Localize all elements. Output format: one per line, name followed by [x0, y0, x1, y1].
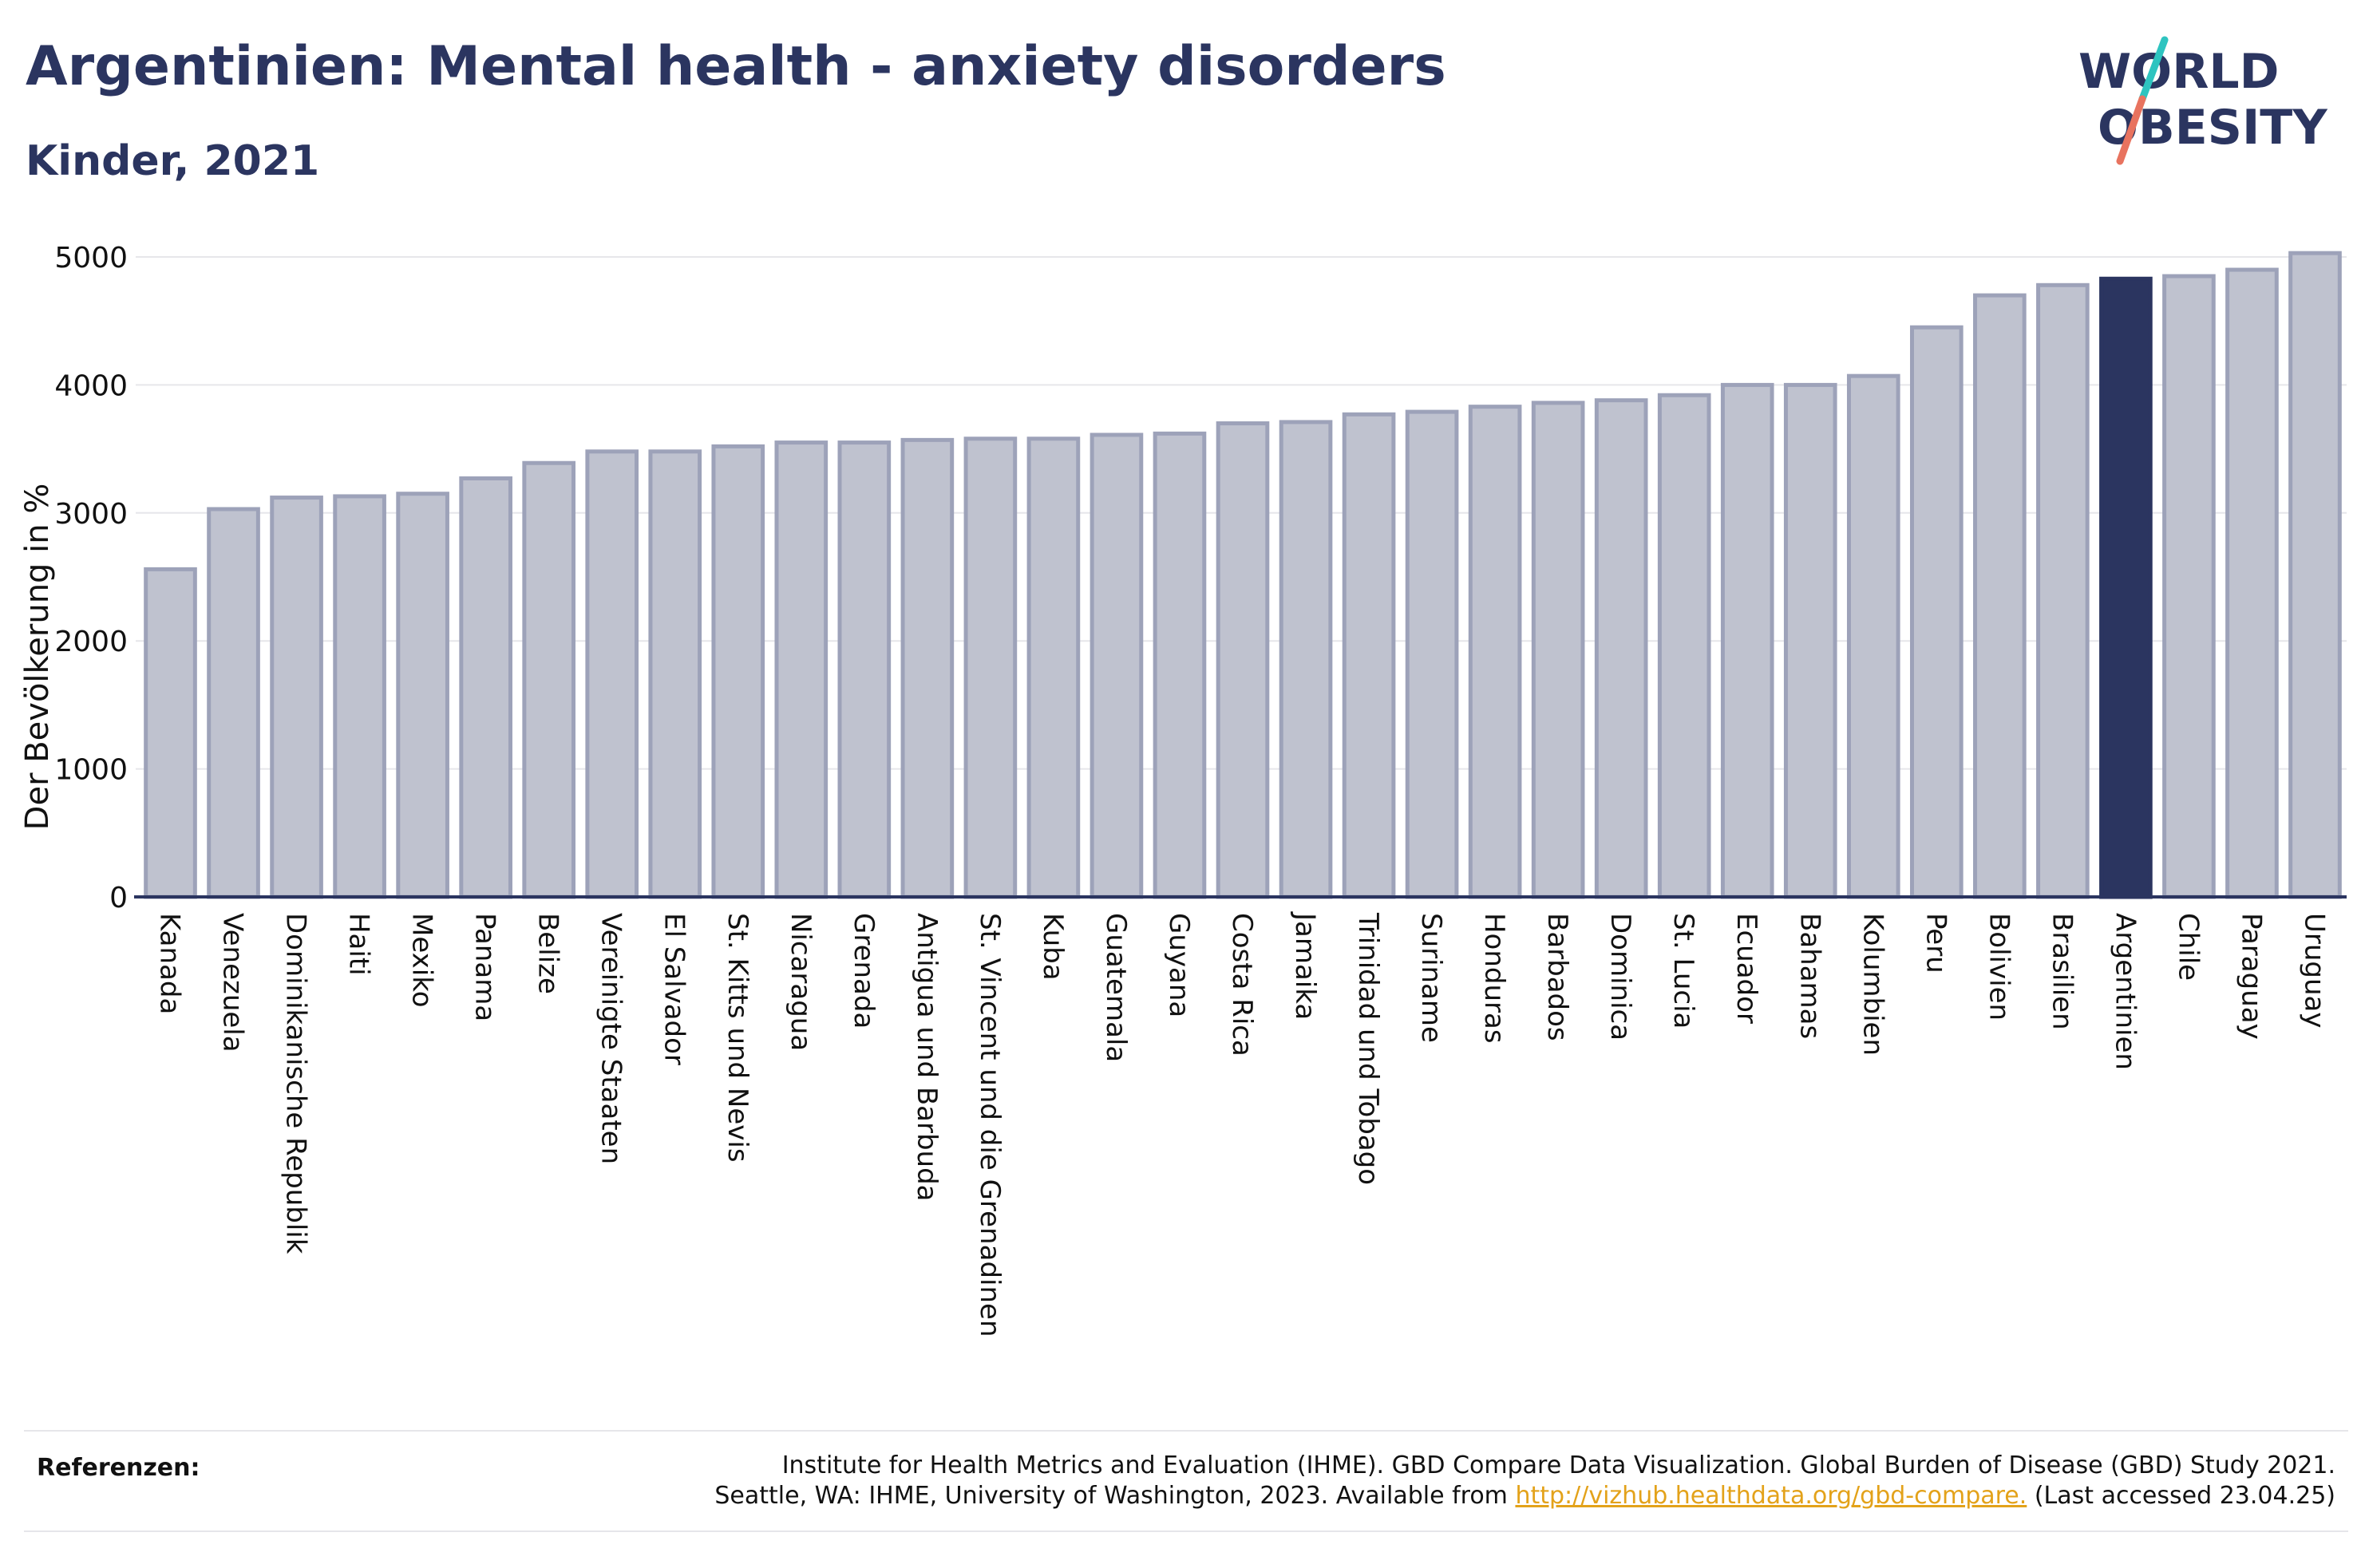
x-tick-label: Guatemala	[1100, 913, 1132, 1062]
bar	[1279, 420, 1333, 899]
x-tick-label: Haiti	[343, 913, 375, 976]
x-tick-label: Brasilien	[2046, 913, 2078, 1030]
bar	[333, 494, 386, 899]
x-tick-label: Honduras	[1478, 913, 1510, 1044]
bar	[900, 437, 955, 899]
x-tick-label: Vereinigte Staaten	[595, 913, 627, 1164]
bar	[1153, 431, 1207, 899]
chart-title: Argentinien: Mental health - anxiety dis…	[26, 35, 1446, 98]
bar	[144, 567, 197, 899]
x-tick-label: Paraguay	[2235, 913, 2267, 1040]
bar	[1846, 373, 1900, 899]
bars	[144, 251, 2342, 899]
x-tick-label: Jamaika	[1289, 911, 1321, 1020]
y-tick-label: 3000	[54, 498, 128, 531]
chart-subtitle: Kinder, 2021	[26, 137, 320, 185]
x-tick-label: Kuba	[1037, 913, 1069, 981]
y-tick-label: 5000	[54, 242, 128, 274]
bar	[837, 440, 892, 899]
bar	[270, 496, 323, 899]
bar	[2288, 251, 2342, 899]
bar	[963, 436, 1018, 899]
x-tick-label: Argentinien	[2109, 913, 2141, 1070]
bar	[1216, 421, 1270, 899]
references-line-2-suffix: (Last accessed 23.04.25)	[2027, 1482, 2335, 1510]
x-tick-label: Venezuela	[217, 913, 249, 1053]
y-tick-label: 2000	[54, 626, 128, 658]
x-tick-label: Dominikanische Republik	[280, 913, 312, 1254]
bar	[1468, 405, 1522, 899]
bar	[2225, 267, 2279, 899]
y-axis-label: Der Bevölkerung in %	[19, 484, 56, 831]
y-tick-label: 0	[109, 882, 128, 914]
references-label: Referenzen:	[37, 1454, 200, 1482]
x-tick-label: Kanada	[154, 913, 186, 1014]
x-tick-label: Uruguay	[2298, 913, 2330, 1029]
bar	[1342, 412, 1396, 899]
references-line-2: Seattle, WA: IHME, University of Washing…	[714, 1481, 2335, 1511]
logo-slash-coral	[2116, 95, 2146, 165]
bar	[1594, 398, 1648, 899]
x-tick-label: Suriname	[1415, 913, 1447, 1043]
world-obesity-logo: WORLD OBESITY	[2078, 36, 2328, 165]
x-tick-label: Bahamas	[1793, 913, 1825, 1039]
x-tick-label: Panama	[469, 913, 501, 1021]
x-tick-label: Kolumbien	[1857, 913, 1888, 1056]
x-tick-label: St. Vincent und die Grenadinen	[974, 913, 1006, 1337]
bar	[459, 476, 512, 899]
bar	[1531, 401, 1585, 899]
x-tick-label: Costa Rica	[1226, 913, 1258, 1057]
bar	[1657, 393, 1711, 899]
x-tick-label: Mexiko	[406, 913, 438, 1008]
x-tick-label: Chile	[2172, 913, 2204, 981]
references-section: Referenzen: Institute for Health Metrics…	[24, 1430, 2348, 1532]
x-tick-label: St. Kitts und Nevis	[722, 913, 753, 1163]
bar	[1973, 293, 2027, 899]
gbd-compare-link[interactable]: http://vizhub.healthdata.org/gbd-compare…	[1515, 1482, 2027, 1510]
references-line-2-prefix: Seattle, WA: IHME, University of Washing…	[714, 1482, 1516, 1510]
y-tick-label: 4000	[54, 369, 128, 402]
bar	[774, 440, 829, 899]
x-tick-label: Peru	[1920, 913, 1952, 974]
x-tick-label: Dominica	[1604, 913, 1636, 1041]
bar	[207, 507, 260, 899]
x-tick-label: Grenada	[848, 913, 880, 1029]
x-tick-label: Belize	[532, 913, 564, 994]
bar	[396, 492, 449, 899]
y-tick-labels: 0 1000 2000 3000 4000 5000	[54, 242, 128, 914]
bar	[1026, 436, 1081, 899]
x-tick-label: El Salvador	[658, 913, 690, 1065]
x-tick-label: Trinidad und Tobago	[1352, 912, 1384, 1185]
bar	[711, 444, 765, 899]
bar	[1720, 382, 1774, 899]
bar	[1090, 432, 1144, 899]
x-tick-label: Bolivien	[1983, 913, 2015, 1021]
bar-highlight	[2099, 276, 2153, 899]
x-tick-labels: Kanada Venezuela Dominikanische Republik Ha…	[154, 911, 2331, 1337]
x-tick-label: Ecuador	[1730, 913, 1762, 1024]
references-line-1: Institute for Health Metrics and Evaluat…	[781, 1451, 2335, 1479]
bar	[1909, 325, 1964, 899]
logo-text-world: WORLD	[2078, 44, 2279, 100]
x-tick-label: St. Lucia	[1667, 913, 1699, 1029]
bar	[522, 460, 576, 899]
x-tick-label: Guyana	[1163, 913, 1195, 1017]
bar-chart: 0 1000 2000 3000 4000 5000 Kanada Venezuela Dom…	[19, 242, 2347, 1337]
y-tick-label: 1000	[54, 754, 128, 787]
references-text: Institute for Health Metrics and Evaluat…	[714, 1451, 2335, 1511]
logo-slash-teal	[2138, 36, 2169, 103]
x-tick-label: Antigua und Barbuda	[911, 913, 943, 1202]
x-tick-label: Barbados	[1541, 913, 1573, 1041]
x-tick-label: Nicaragua	[785, 913, 817, 1051]
bar	[585, 449, 639, 899]
bar	[1783, 382, 1837, 899]
bar	[1405, 409, 1459, 899]
bar	[648, 449, 702, 899]
bar	[2036, 282, 2090, 899]
bar	[2162, 274, 2216, 899]
